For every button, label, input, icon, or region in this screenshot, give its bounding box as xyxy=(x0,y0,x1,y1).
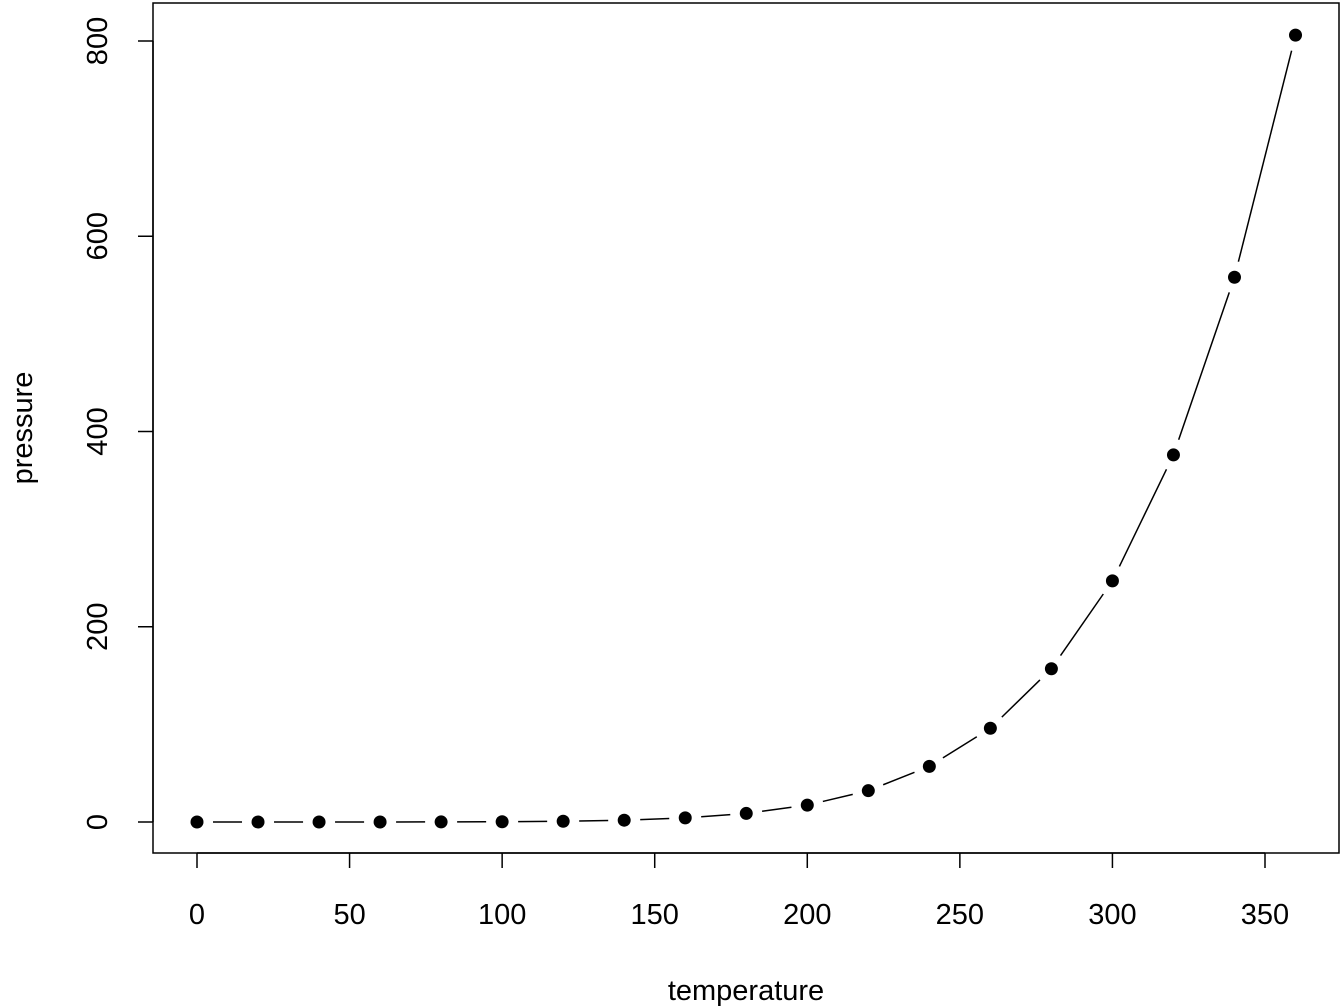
data-point xyxy=(556,814,570,828)
data-point xyxy=(495,815,509,829)
series-segment xyxy=(882,771,915,786)
y-axis: 0 200 400 600 800 xyxy=(82,17,154,830)
series-segment xyxy=(579,819,609,822)
series-segment xyxy=(822,793,853,803)
data-point xyxy=(739,806,753,820)
data-point xyxy=(190,815,204,829)
series-segment xyxy=(762,806,792,812)
data-point xyxy=(678,811,692,825)
x-tick-label: 350 xyxy=(1241,899,1289,931)
data-point xyxy=(1105,574,1119,588)
data-point xyxy=(251,815,265,829)
data-point xyxy=(312,815,326,829)
series-segment xyxy=(1059,593,1104,657)
x-tick-label: 50 xyxy=(333,899,365,931)
y-tick-label: 600 xyxy=(82,212,114,260)
series-segment xyxy=(1237,50,1293,262)
series-segment xyxy=(1001,679,1041,718)
x-axis-label: temperature xyxy=(668,975,824,1007)
y-tick-label: 800 xyxy=(82,17,114,65)
data-point xyxy=(1044,662,1058,676)
y-tick-label: 400 xyxy=(82,407,114,455)
plot-box xyxy=(152,2,1340,854)
data-point xyxy=(861,784,875,798)
data-point xyxy=(922,759,936,773)
x-axis: 0 50 100 150 200 250 300 350 xyxy=(189,852,1289,931)
data-point xyxy=(1166,448,1180,462)
data-point xyxy=(983,721,997,735)
x-tick-label: 300 xyxy=(1088,899,1136,931)
x-tick-label: 150 xyxy=(631,899,679,931)
y-tick-label: 0 xyxy=(82,814,114,830)
data-point xyxy=(1289,28,1303,42)
series-segment xyxy=(1177,292,1230,441)
x-tick-label: 100 xyxy=(478,899,526,931)
x-tick-label: 0 xyxy=(189,899,205,931)
data-point xyxy=(617,813,631,827)
y-axis-label: pressure xyxy=(7,372,39,485)
x-tick-label: 250 xyxy=(936,899,984,931)
x-tick-label: 200 xyxy=(783,899,831,931)
series-segment xyxy=(701,813,731,818)
series-segment xyxy=(1118,469,1168,567)
data-point xyxy=(373,815,387,829)
series-lines xyxy=(212,50,1293,823)
series-segment xyxy=(640,817,670,821)
y-tick-label: 200 xyxy=(82,603,114,651)
data-point xyxy=(1227,270,1241,284)
series-points xyxy=(190,28,1303,829)
data-point xyxy=(800,798,814,812)
series-segment xyxy=(942,736,978,759)
data-point xyxy=(434,815,448,829)
